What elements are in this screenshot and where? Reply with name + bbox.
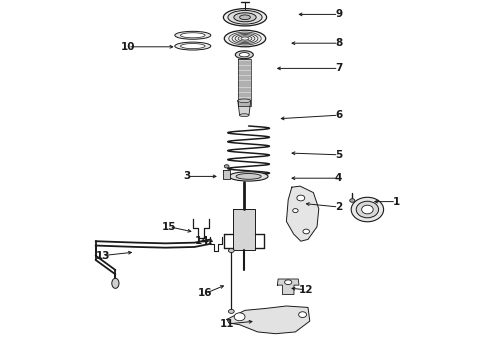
Polygon shape [277, 279, 299, 294]
Ellipse shape [238, 99, 251, 103]
Text: 4: 4 [335, 173, 343, 183]
Text: 1: 1 [392, 197, 400, 207]
Ellipse shape [180, 44, 205, 49]
Text: 8: 8 [335, 38, 342, 48]
Ellipse shape [112, 278, 119, 288]
Ellipse shape [224, 165, 229, 168]
Ellipse shape [228, 248, 234, 253]
Ellipse shape [228, 10, 262, 24]
Text: 2: 2 [335, 202, 342, 212]
Ellipse shape [293, 209, 298, 212]
Ellipse shape [175, 31, 211, 39]
Polygon shape [238, 101, 251, 115]
Ellipse shape [224, 30, 266, 47]
Polygon shape [238, 59, 251, 106]
Ellipse shape [297, 195, 305, 201]
Polygon shape [227, 306, 310, 334]
Polygon shape [223, 170, 229, 179]
Ellipse shape [240, 114, 249, 117]
Text: 15: 15 [162, 222, 177, 232]
Polygon shape [233, 209, 255, 250]
Ellipse shape [234, 13, 256, 22]
Ellipse shape [239, 53, 249, 57]
Text: 10: 10 [121, 42, 135, 52]
Ellipse shape [351, 197, 384, 222]
Text: 3: 3 [184, 171, 191, 181]
Text: 14: 14 [195, 236, 209, 246]
Ellipse shape [350, 199, 355, 202]
Ellipse shape [356, 201, 379, 218]
Text: 6: 6 [335, 110, 342, 120]
Text: 9: 9 [335, 9, 342, 19]
Ellipse shape [236, 174, 261, 179]
Ellipse shape [228, 309, 234, 313]
Ellipse shape [235, 51, 253, 59]
Text: 13: 13 [96, 251, 110, 261]
Text: 11: 11 [220, 319, 234, 329]
Ellipse shape [303, 229, 310, 234]
Polygon shape [286, 186, 319, 241]
Text: 5: 5 [335, 150, 342, 160]
Text: 12: 12 [299, 285, 314, 295]
Ellipse shape [240, 15, 250, 19]
Ellipse shape [180, 33, 205, 38]
Ellipse shape [362, 205, 373, 214]
Ellipse shape [223, 9, 267, 26]
Text: 16: 16 [198, 288, 213, 298]
Ellipse shape [285, 280, 292, 284]
Ellipse shape [234, 313, 245, 321]
Text: 7: 7 [335, 63, 343, 73]
Ellipse shape [175, 42, 211, 50]
Ellipse shape [298, 312, 307, 318]
Ellipse shape [229, 172, 268, 181]
